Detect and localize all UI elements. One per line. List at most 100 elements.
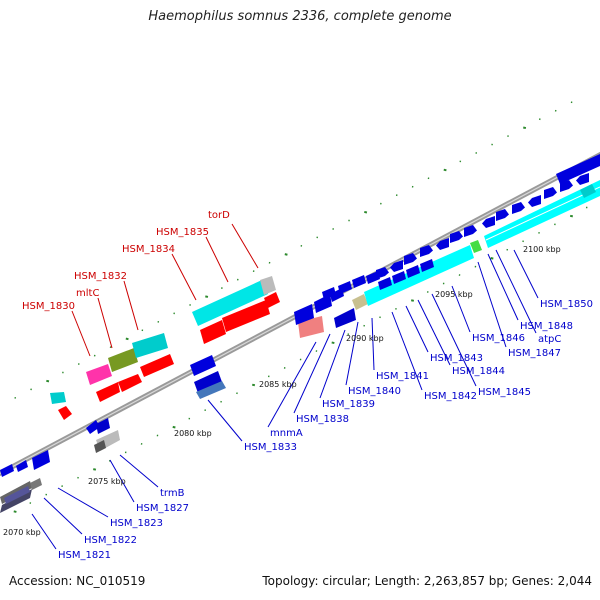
- gene-block: [580, 184, 596, 198]
- gene-block: [132, 333, 168, 358]
- tick-label: 2080 kbp: [174, 429, 212, 438]
- gene-block: [450, 231, 463, 243]
- leader-line: [207, 399, 243, 442]
- gene-block: [404, 253, 417, 265]
- tick-mark: [93, 468, 97, 471]
- gene-block: [528, 195, 541, 207]
- tick-label: 2070 kbp: [3, 528, 41, 537]
- tick-mark: [13, 510, 17, 513]
- leader-line: [495, 249, 537, 334]
- leader-line: [231, 223, 259, 269]
- gene-block: [512, 202, 525, 214]
- map-title: Haemophilus somnus 2336, complete genome: [148, 9, 452, 24]
- gene-block: [4, 486, 30, 504]
- gene-block: [390, 260, 403, 272]
- gene-block: [58, 406, 72, 420]
- gene-block: [496, 209, 509, 221]
- gene-block: [378, 277, 392, 290]
- tick-mark: [125, 337, 129, 341]
- gene-block: [16, 460, 28, 472]
- tick-mark: [523, 126, 527, 130]
- leader-line: [477, 261, 507, 348]
- gene-label: HSM_1830: [22, 301, 75, 312]
- tick-mark: [569, 214, 574, 218]
- tick-mark: [443, 168, 447, 172]
- gene-label: HSM_1840: [348, 386, 401, 397]
- gene-block: [264, 292, 280, 308]
- gene-block: [560, 180, 573, 192]
- tick-mark: [490, 257, 494, 260]
- gene-block: [364, 245, 474, 306]
- tick-mark: [251, 383, 256, 387]
- blue-gene-row: [322, 173, 589, 300]
- gene-label: HSM_1841: [376, 371, 429, 382]
- leader-line: [451, 285, 471, 333]
- gene-block: [420, 245, 433, 257]
- gene-label: HSM_1848: [520, 321, 573, 332]
- leader-line: [171, 253, 197, 301]
- gene-label: HSM_1846: [472, 333, 525, 344]
- tick-mark: [172, 425, 176, 429]
- gene-block: [86, 364, 112, 385]
- gene-label: HSM_1827: [136, 503, 189, 514]
- tick-mark: [46, 379, 50, 383]
- tick-labels: 2070 kbp 2075 kbp 2080 kbp 2085 kbp 2090 kbp…: [3, 245, 561, 537]
- gene-block: [194, 371, 222, 393]
- gene-label: HSM_1843: [430, 353, 483, 364]
- gene-block: [464, 225, 477, 237]
- gene-label: HSM_1839: [322, 399, 375, 410]
- gene-label: HSM_1834: [122, 244, 175, 255]
- gene-block: [260, 276, 276, 295]
- gene-block: [196, 381, 226, 399]
- leader-line: [487, 253, 519, 321]
- gene-label: torD: [208, 210, 230, 221]
- genome-stats-text: Topology: circular; Length: 2,263,857 bp…: [262, 574, 592, 588]
- leader-line: [267, 341, 317, 428]
- feature-blocks: [0, 154, 600, 513]
- leader-line: [371, 317, 375, 371]
- gene-label: HSM_1823: [110, 518, 163, 529]
- gene-label: HSM_1844: [452, 366, 505, 377]
- gene-block: [294, 304, 314, 325]
- gene-block: [314, 294, 332, 313]
- tick-mark: [364, 210, 368, 214]
- gene-label: trmB: [160, 488, 185, 499]
- gene-block: [86, 420, 100, 434]
- leader-line: [57, 487, 109, 518]
- leader-line: [97, 297, 113, 349]
- gene-label: HSM_1822: [84, 535, 137, 546]
- gene-block: [334, 308, 356, 328]
- leader-line: [293, 333, 331, 414]
- leader-line: [513, 249, 539, 299]
- tick-label: 2085 kbp: [259, 380, 297, 389]
- gene-block: [470, 240, 482, 253]
- gene-label: HSM_1847: [508, 348, 561, 359]
- gene-label: mnmA: [270, 428, 303, 439]
- tick-label: 2100 kbp: [523, 245, 561, 254]
- gene-label: HSM_1833: [244, 442, 297, 453]
- leader-line: [109, 459, 135, 503]
- leader-line: [123, 280, 139, 331]
- gene-block: [200, 320, 226, 344]
- gene-label: HSM_1832: [74, 271, 127, 282]
- gene-label: HSM_1821: [58, 550, 111, 561]
- gene-block: [108, 348, 138, 372]
- label-leader-lines: [31, 223, 539, 550]
- tick-mark: [331, 341, 335, 345]
- gene-block: [556, 154, 600, 184]
- gene-block: [366, 271, 380, 284]
- gene-block: [222, 300, 270, 332]
- gene-block: [482, 216, 495, 228]
- leader-line: [405, 305, 429, 353]
- tick-label: 2075 kbp: [88, 477, 126, 486]
- accession-text: Accession: NC_010519: [9, 574, 146, 588]
- gene-block: [420, 259, 434, 272]
- leader-line: [319, 329, 346, 399]
- leader-line: [391, 311, 423, 391]
- leader-line: [119, 454, 159, 488]
- gene-label: HSM_1845: [478, 387, 531, 398]
- leader-line: [71, 310, 91, 357]
- gene-block: [392, 271, 406, 284]
